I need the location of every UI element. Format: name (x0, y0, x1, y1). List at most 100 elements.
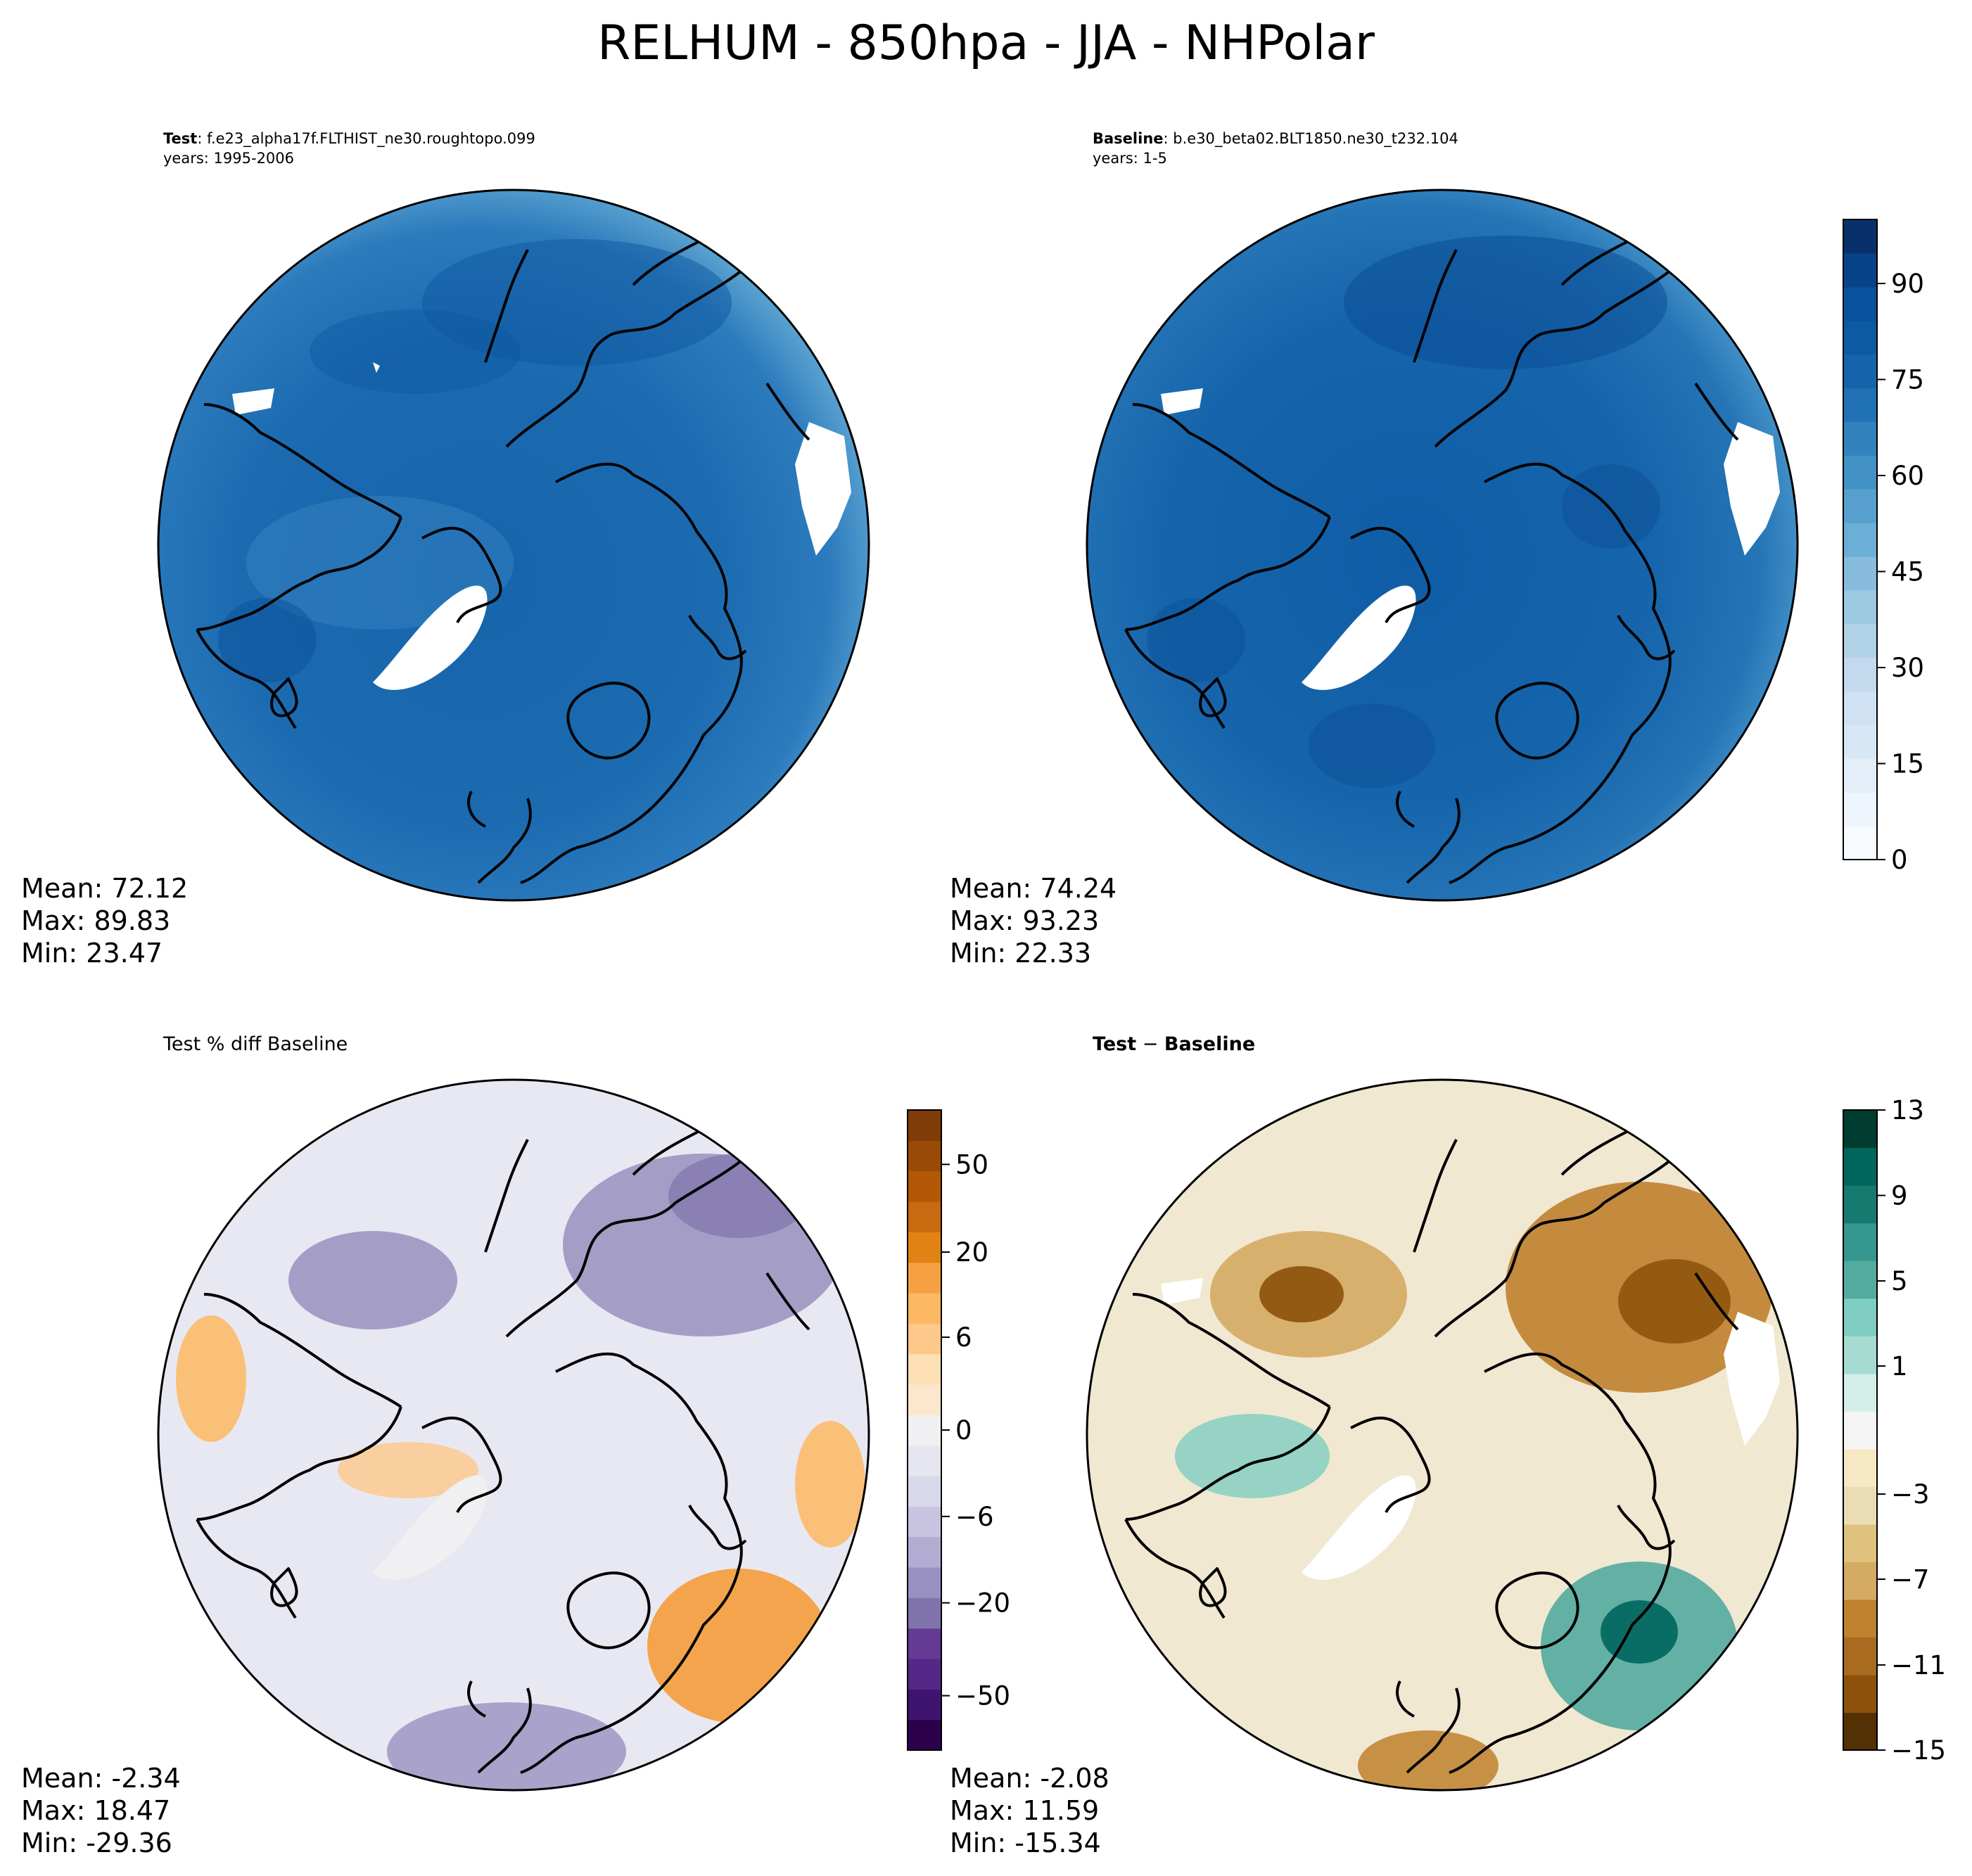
baseline-min: Min: 22.33 (950, 938, 1092, 969)
colorbar-main-swatch (1843, 320, 1877, 355)
baseline-label: Baseline (1093, 130, 1164, 147)
colorbar-main-tick-label: 30 (1891, 653, 1924, 683)
colorbar-pctdiff-swatch (908, 1140, 941, 1172)
colorbar-main-swatch (1843, 388, 1877, 422)
colorbar-diff-swatch (1843, 1486, 1877, 1525)
pctdiff-stats: Mean: -2.34 Max: 18.47 Min: -29.36 (21, 1762, 181, 1859)
colorbar-main-frame (1843, 219, 1878, 860)
colorbar-main-swatch (1843, 792, 1877, 827)
test-missing-greenland (373, 585, 488, 690)
pctdiff-mean: Mean: -2.34 (21, 1763, 181, 1794)
test-map (157, 189, 870, 902)
colorbar-main-swatch (1843, 758, 1877, 793)
colorbar-pctdiff-swatch (908, 1628, 941, 1659)
test-stats: Mean: 72.12 Max: 89.83 Min: 23.47 (21, 872, 188, 969)
test-map-boundary (157, 189, 870, 902)
colorbar-pctdiff-swatch (908, 1232, 941, 1263)
colorbar-main-swatch (1843, 589, 1877, 625)
baseline-missing-region (1161, 388, 1203, 415)
colorbar-diff-swatch (1843, 1411, 1877, 1450)
colorbar-main-tick-label: 45 (1891, 557, 1924, 587)
colorbar-main-swatch (1843, 623, 1877, 658)
test-label: Test (163, 130, 198, 147)
colorbar-pctdiff-swatch (908, 1262, 941, 1294)
colorbar-diff-tick-label: −7 (1891, 1564, 1930, 1595)
colorbar-main-swatch (1843, 219, 1877, 254)
colorbar-main-tick-label: 15 (1891, 749, 1924, 779)
test-max: Max: 89.83 (21, 905, 171, 936)
test-missing-region (232, 388, 274, 415)
pctdiff-map (157, 1078, 870, 1792)
test-missing-region (795, 422, 851, 556)
colorbar-pctdiff-swatch (908, 1506, 941, 1538)
diff-title-test: Test (1093, 1033, 1137, 1055)
diff-mean: Mean: -2.08 (950, 1763, 1109, 1794)
colorbar-diff-swatch (1843, 1562, 1877, 1600)
baseline-years: years: 1-5 (1093, 150, 1167, 167)
colorbar-pctdiff-swatch (908, 1567, 941, 1598)
colorbar-pctdiff-swatch (908, 1110, 941, 1141)
baseline-case-name: : b.e30_beta02.BLT1850.ne30_t232.104 (1163, 130, 1458, 147)
colorbar-main-tick-label: 60 (1891, 461, 1924, 491)
baseline-missing-region (1724, 422, 1780, 556)
pctdiff-max: Max: 18.47 (21, 1795, 171, 1826)
colorbar-pctdiff-tick-label: 0 (955, 1415, 972, 1446)
diff-stats: Mean: -2.08 Max: 11.59 Min: -15.34 (950, 1762, 1109, 1859)
baseline-map-boundary (1086, 189, 1799, 902)
diff-missing-region (1724, 1312, 1780, 1446)
colorbar-main: 0 15 30 45 60 75 90 (1843, 219, 1924, 875)
colorbar-main-tick-label: 0 (1891, 845, 1908, 875)
colorbar-diff-swatch (1843, 1261, 1877, 1299)
colorbar-diff-swatch (1843, 1147, 1877, 1186)
colorbar-main-swatch (1843, 725, 1877, 759)
baseline-missing-greenland (1302, 585, 1416, 690)
colorbar-pctdiff-swatch (908, 1476, 941, 1507)
test-years: years: 1995-2006 (163, 150, 295, 167)
colorbar-pctdiff-tick-label: −6 (955, 1502, 994, 1532)
diff-title-baseline: Baseline (1164, 1033, 1256, 1055)
colorbar-diff-swatch (1843, 1448, 1877, 1487)
colorbar-diff-tick-label: 13 (1891, 1095, 1924, 1125)
colorbar-pctdiff-swatch (908, 1201, 941, 1232)
colorbar-main-swatch (1843, 421, 1877, 456)
colorbar-main-swatch (1843, 354, 1877, 389)
diff-panel-title: Test − Baseline (1093, 1033, 1255, 1055)
colorbar-main-swatch (1843, 826, 1877, 860)
test-mean: Mean: 72.12 (21, 873, 189, 904)
colorbar-diff-tick-label: 1 (1891, 1351, 1908, 1382)
colorbar-pctdiff-swatch (908, 1415, 941, 1446)
diff-map-boundary (1086, 1078, 1799, 1792)
colorbar-diff-swatch (1843, 1524, 1877, 1562)
colorbar-main-swatch (1843, 523, 1877, 557)
colorbar-diff-tick-label: −3 (1891, 1479, 1930, 1510)
colorbar-main-swatch (1843, 691, 1877, 726)
colorbar-main-swatch (1843, 489, 1877, 523)
colorbar-pctdiff-swatch (908, 1719, 941, 1751)
test-panel-header: Test: f.e23_alpha17f.FLTHIST_ne30.rought… (163, 129, 535, 168)
baseline-stats: Mean: 74.24 Max: 93.23 Min: 22.33 (950, 872, 1117, 969)
colorbar-main-tick-label: 90 (1891, 269, 1924, 299)
pctdiff-panel-title: Test % diff Baseline (163, 1033, 348, 1055)
colorbar-diff-swatch (1843, 1712, 1877, 1751)
colorbar-main-swatch (1843, 286, 1877, 321)
colorbar-diff-swatch (1843, 1637, 1877, 1676)
colorbar-diff-swatch (1843, 1674, 1877, 1714)
colorbar-diff-tick-label: −15 (1891, 1735, 1946, 1766)
colorbar-pctdiff-swatch (908, 1170, 941, 1202)
colorbar-pctdiff-tick-label: −20 (955, 1588, 1010, 1619)
diff-title-minus: − (1136, 1033, 1164, 1055)
colorbar-pctdiff-swatch (908, 1323, 941, 1355)
colorbar-pctdiff-swatch (908, 1689, 941, 1721)
diff-max: Max: 11.59 (950, 1795, 1100, 1826)
colorbar-diff-tick-label: −11 (1891, 1650, 1946, 1680)
baseline-mean: Mean: 74.24 (950, 873, 1117, 904)
colorbar-pctdiff-tick-label: 20 (955, 1237, 988, 1268)
colorbar-pctdiff-swatch (908, 1445, 941, 1476)
colorbar-diff-swatch (1843, 1336, 1877, 1374)
colorbar-pctdiff-tick-label: 50 (955, 1149, 988, 1180)
colorbar-pctdiff-swatch (908, 1536, 941, 1568)
diff-min: Min: -15.34 (950, 1827, 1101, 1858)
colorbar-diff-tick-label: 5 (1891, 1266, 1908, 1296)
colorbar-main-swatch (1843, 657, 1877, 692)
